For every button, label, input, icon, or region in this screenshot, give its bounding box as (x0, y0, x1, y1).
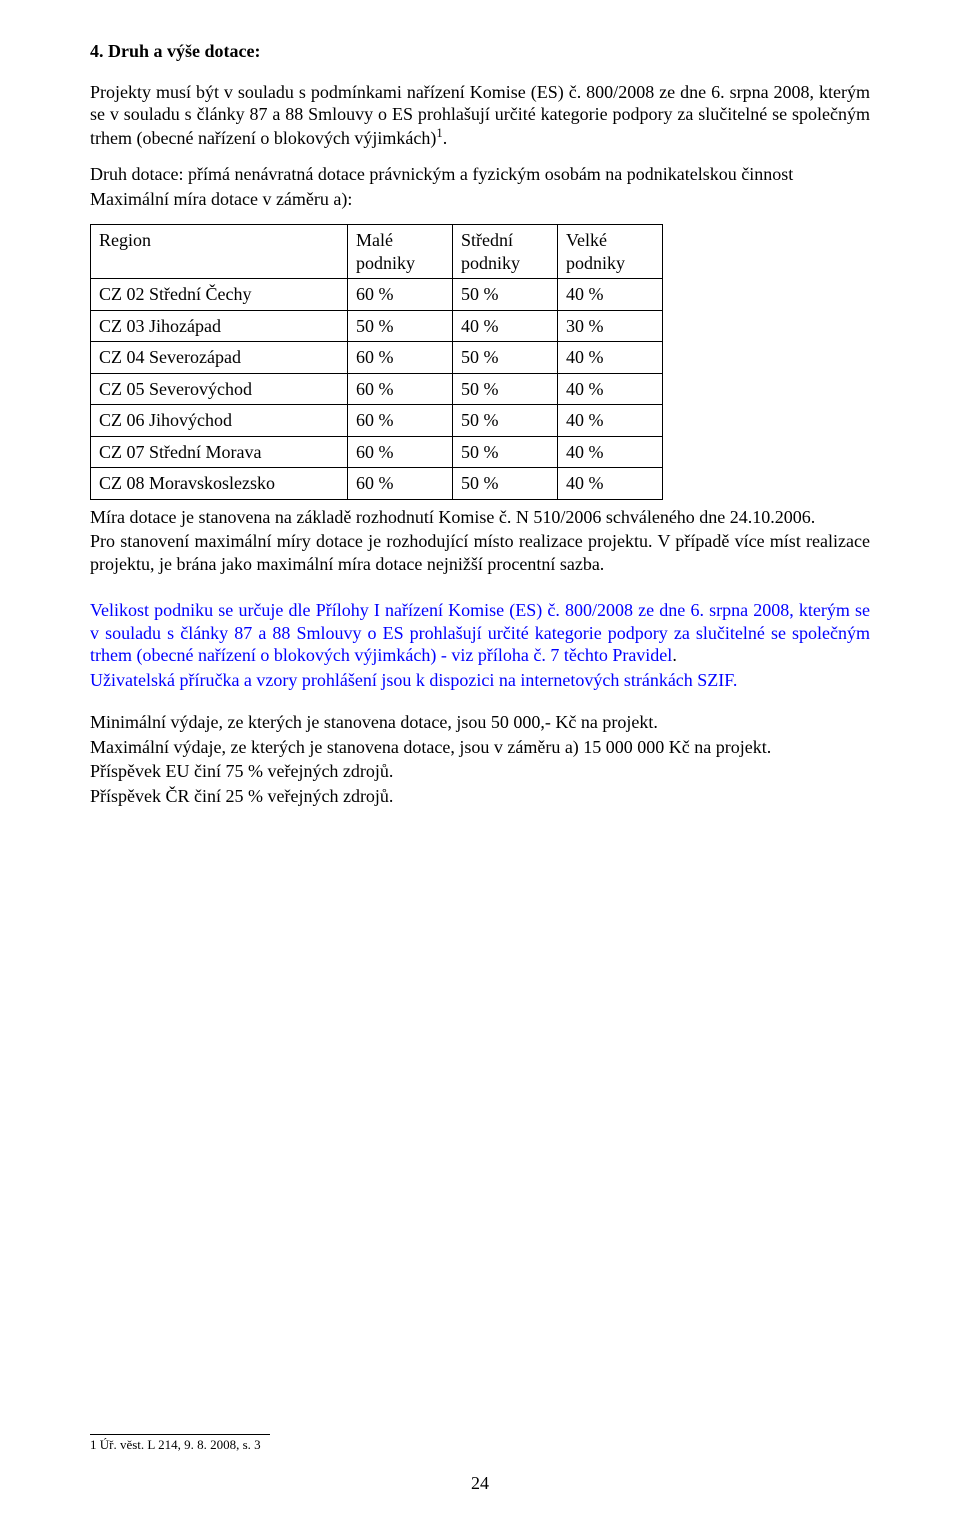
paragraph-1-text: Projekty musí být v souladu s podmínkami… (90, 82, 870, 148)
cell-small: 50 % (348, 310, 453, 342)
paragraph-9: Maximální výdaje, ze kterých je stanoven… (90, 736, 870, 759)
section-heading: 4. Druh a výše dotace: (90, 40, 870, 63)
page-number: 24 (90, 1472, 870, 1495)
paragraph-7-blue: Uživatelská příručka a vzory prohlášení … (90, 670, 737, 690)
cell-large: 30 % (558, 310, 663, 342)
cell-medium: 50 % (453, 405, 558, 437)
paragraph-4: Míra dotace je stanovena na základě rozh… (90, 506, 870, 529)
paragraph-1-tail: . (443, 128, 448, 148)
cell-small: 60 % (348, 436, 453, 468)
col-header-medium: Střední podniky (453, 225, 558, 279)
paragraph-8: Minimální výdaje, ze kterých je stanoven… (90, 711, 870, 734)
cell-small: 60 % (348, 405, 453, 437)
table-row: CZ 05 Severovýchod 60 % 50 % 40 % (91, 373, 663, 405)
dotace-table: Region Malé podniky Střední podniky Velk… (90, 224, 663, 500)
cell-region: CZ 08 Moravskoslezsko (91, 468, 348, 500)
footnote-text: 1 Úř. věst. L 214, 9. 8. 2008, s. 3 (90, 1437, 870, 1453)
footnote-separator (90, 1434, 270, 1435)
document-page: 4. Druh a výše dotace: Projekty musí být… (0, 0, 960, 1524)
table-row: CZ 02 Střední Čechy 60 % 50 % 40 % (91, 279, 663, 311)
cell-large: 40 % (558, 342, 663, 374)
paragraph-7: Uživatelská příručka a vzory prohlášení … (90, 669, 870, 692)
cell-region: CZ 05 Severovýchod (91, 373, 348, 405)
cell-medium: 50 % (453, 436, 558, 468)
cell-small: 60 % (348, 342, 453, 374)
paragraph-6-tail: . (672, 645, 677, 665)
paragraph-1: Projekty musí být v souladu s podmínkami… (90, 81, 870, 150)
cell-large: 40 % (558, 436, 663, 468)
table-row: CZ 04 Severozápad 60 % 50 % 40 % (91, 342, 663, 374)
paragraph-2: Druh dotace: přímá nenávratná dotace prá… (90, 163, 870, 186)
paragraph-6: Velikost podniku se určuje dle Přílohy I… (90, 599, 870, 667)
cell-medium: 50 % (453, 342, 558, 374)
table-row: CZ 03 Jihozápad 50 % 40 % 30 % (91, 310, 663, 342)
spacer (90, 589, 870, 599)
cell-medium: 50 % (453, 373, 558, 405)
cell-medium: 50 % (453, 468, 558, 500)
cell-medium: 50 % (453, 279, 558, 311)
cell-large: 40 % (558, 373, 663, 405)
cell-small: 60 % (348, 468, 453, 500)
table-row: CZ 06 Jihovýchod 60 % 50 % 40 % (91, 405, 663, 437)
cell-medium: 40 % (453, 310, 558, 342)
col-header-large: Velké podniky (558, 225, 663, 279)
paragraph-10: Příspěvek EU činí 75 % veřejných zdrojů. (90, 760, 870, 783)
paragraph-5: Pro stanovení maximální míry dotace je r… (90, 530, 870, 575)
cell-region: CZ 04 Severozápad (91, 342, 348, 374)
paragraph-3: Maximální míra dotace v záměru a): (90, 188, 870, 211)
paragraph-6-blue: Velikost podniku se určuje dle Přílohy I… (90, 600, 870, 665)
cell-region: CZ 07 Střední Morava (91, 436, 348, 468)
col-header-small: Malé podniky (348, 225, 453, 279)
col-header-region: Region (91, 225, 348, 279)
cell-small: 60 % (348, 279, 453, 311)
cell-large: 40 % (558, 405, 663, 437)
cell-region: CZ 06 Jihovýchod (91, 405, 348, 437)
table-row: CZ 08 Moravskoslezsko 60 % 50 % 40 % (91, 468, 663, 500)
cell-region: CZ 02 Střední Čechy (91, 279, 348, 311)
cell-small: 60 % (348, 373, 453, 405)
cell-large: 40 % (558, 468, 663, 500)
table-row: CZ 07 Střední Morava 60 % 50 % 40 % (91, 436, 663, 468)
table-header-row: Region Malé podniky Střední podniky Velk… (91, 225, 663, 279)
paragraph-11: Příspěvek ČR činí 25 % veřejných zdrojů. (90, 785, 870, 808)
footer: 1 Úř. věst. L 214, 9. 8. 2008, s. 3 24 (90, 1434, 870, 1494)
cell-region: CZ 03 Jihozápad (91, 310, 348, 342)
cell-large: 40 % (558, 279, 663, 311)
